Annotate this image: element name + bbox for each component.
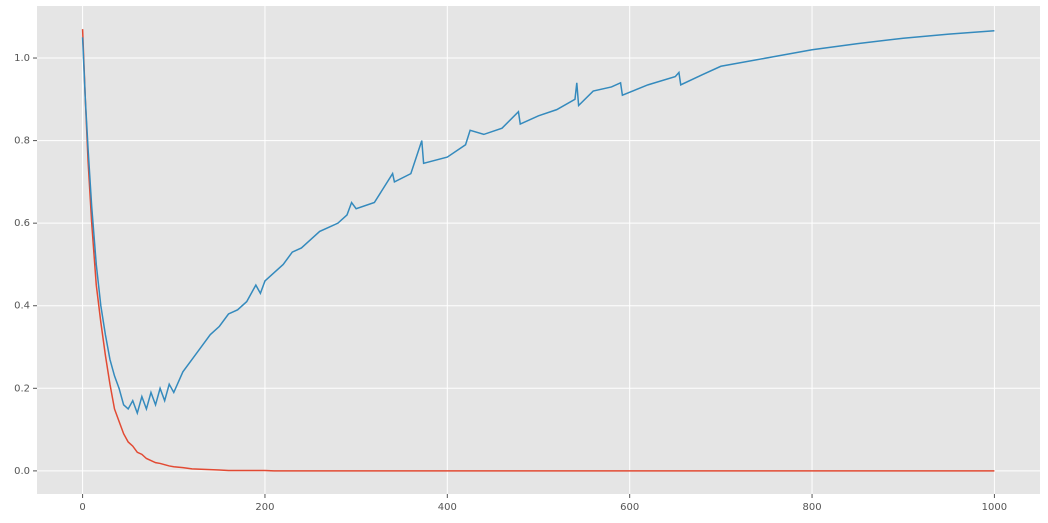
y-tick-label: 0.8 [14, 136, 30, 147]
y-tick-label: 0.2 [14, 383, 30, 394]
x-tick-label: 200 [255, 502, 274, 513]
data-line [81, 29, 995, 472]
plot-area [37, 6, 1040, 494]
x-tick-label: 600 [620, 502, 639, 513]
x-tick-label: 1000 [982, 502, 1007, 513]
x-tick-label: 800 [802, 502, 821, 513]
y-tick-label: 0.6 [14, 218, 30, 229]
x-tick-label: 400 [438, 502, 457, 513]
y-tick-label: 1.0 [14, 53, 30, 64]
data-line [81, 30, 995, 416]
y-tick-label: 0.0 [14, 466, 30, 477]
y-tick-label: 0.4 [14, 301, 30, 312]
x-tick-label: 0 [79, 502, 85, 513]
